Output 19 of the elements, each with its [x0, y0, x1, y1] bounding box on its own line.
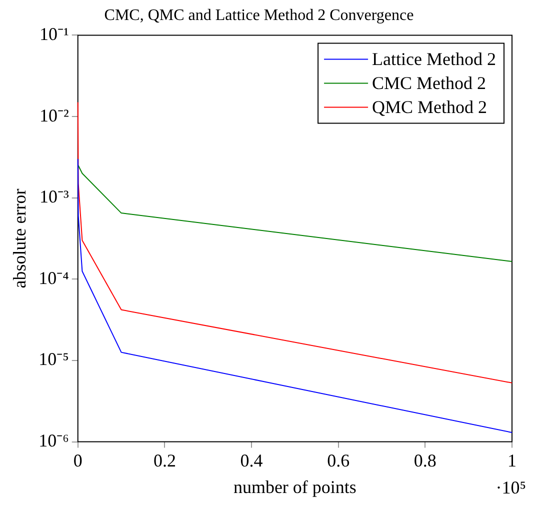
x-tick-label: 0.2 — [153, 450, 176, 470]
legend-label: QMC Method 2 — [372, 96, 488, 117]
y-axis-title: absolute error — [10, 188, 30, 288]
y-tick-label: 10⁻⁵ — [38, 349, 69, 370]
x-tick-label: 1 — [508, 450, 516, 470]
x-tick-label: 0.6 — [327, 450, 350, 470]
y-tick-label: 10⁻⁴ — [38, 268, 69, 288]
legend-label: CMC Method 2 — [372, 72, 486, 93]
text: ·10⁵ — [496, 478, 526, 498]
y-tick-label: 10⁻⁶ — [38, 430, 69, 451]
x-tick-label: 0.4 — [240, 450, 263, 470]
legend-label: Lattice Method 2 — [372, 48, 496, 69]
x-axis-title: number of points — [233, 476, 356, 497]
y-tick-label: 10⁻¹ — [39, 24, 69, 44]
y-tick-label: 10⁻² — [39, 105, 69, 126]
y-tick-label: 10⁻³ — [39, 186, 70, 207]
x-tick-label: 0 — [73, 450, 82, 470]
chart-title: CMC, QMC and Lattice Method 2 Convergence — [104, 6, 414, 24]
x-tick-label: 0.8 — [414, 450, 436, 470]
